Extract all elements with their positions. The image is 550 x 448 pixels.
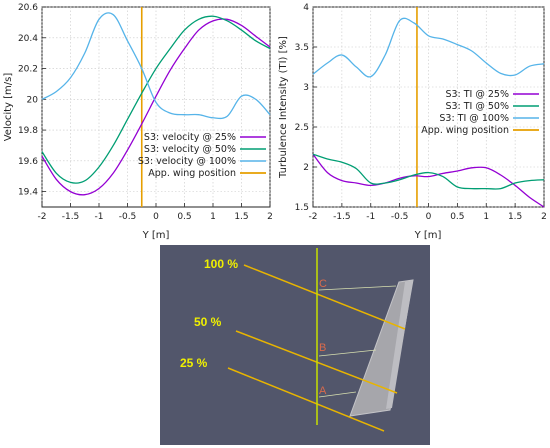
label-100: 100 % (204, 257, 238, 271)
x-tick-label: 1.5 (234, 212, 248, 222)
wing-highlight (386, 280, 413, 409)
x-axis-label: Y [m] (414, 230, 442, 241)
x-axis-label: Y [m] (142, 230, 170, 241)
y-tick-label: 19.4 (18, 188, 38, 198)
y-ticks: 19.4 19.6 19.8 20 20.2 20.4 20.6 (18, 3, 46, 198)
x-tick-label: -1.5 (333, 212, 351, 222)
legend-label: S3: velocity @ 100% (138, 156, 236, 167)
wing-scene: 100 % 50 % 25 % C B A (160, 245, 430, 445)
x-tick-label: 1 (483, 212, 489, 222)
legend-label: S3: velocity @ 50% (144, 144, 236, 155)
x-tick-label: 2 (267, 212, 273, 222)
y-tick-label: 4 (303, 3, 309, 13)
x-tick-label: -1 (95, 212, 104, 222)
series-line-1 (41, 15, 271, 184)
y-tick-label: 1.5 (295, 203, 309, 213)
legend-label: S3: velocity @ 25% (144, 132, 236, 143)
grid (41, 6, 271, 207)
series-line-2 (312, 17, 545, 78)
y-tick-label: 2.5 (295, 123, 309, 133)
x-tick-label: 0.5 (177, 212, 191, 222)
legend-label: S3: TI @ 50% (445, 101, 509, 112)
series-line-0 (312, 153, 545, 208)
x-tick-label: -1.5 (62, 212, 80, 222)
y-tick-label: 20.6 (18, 3, 38, 13)
connector-b (318, 349, 377, 357)
y-ticks: 1.5 2 2.5 3 3.5 4 (295, 3, 317, 213)
legend-label: S3: TI @ 25% (445, 89, 509, 100)
wing-shape (349, 279, 414, 417)
x-tick-label: 2 (541, 212, 547, 222)
y-tick-label: 19.6 (18, 157, 38, 167)
x-tick-label: -0.5 (119, 212, 137, 222)
legend: S3: velocity @ 25%S3: velocity @ 50%S3: … (138, 132, 266, 179)
x-tick-label: 1.5 (508, 212, 522, 222)
point-a: A (319, 385, 327, 397)
legend-label: App. wing position (421, 125, 509, 136)
legend: S3: TI @ 25%S3: TI @ 50%S3: TI @ 100%App… (421, 89, 539, 136)
scan-line-25 (227, 367, 385, 432)
point-b: B (319, 342, 326, 354)
series-line-1 (312, 153, 545, 190)
connector-c (318, 285, 397, 291)
x-ticks: -2 -1.5 -1 -0.5 0 0.5 1 1.5 2 (309, 203, 547, 222)
x-ticks: -2 -1.5 -1 -0.5 0 0.5 1 1.5 2 (38, 203, 273, 222)
series-line-0 (41, 18, 271, 196)
turbulence-chart: -2 -1.5 -1 -0.5 0 0.5 1 1.5 2 1.5 2 2.5 3 3.5 4 S3: T… (278, 3, 547, 241)
series-lines (312, 7, 545, 208)
label-25: 25 % (180, 356, 208, 370)
x-tick-label: 0.5 (450, 212, 464, 222)
label-50: 50 % (194, 315, 222, 329)
series-lines (41, 7, 271, 207)
velocity-chart: -2 -1.5 -1 -0.5 0 0.5 1 1.5 2 19.4 19.6 19.8 20 20.2… (3, 3, 273, 241)
x-tick-label: 0 (426, 212, 432, 222)
x-tick-label: -1 (366, 212, 375, 222)
y-axis-label: Velocity [m/s] (3, 73, 14, 142)
x-tick-label: -2 (38, 212, 47, 222)
point-c: C (319, 278, 327, 290)
connector-a (318, 391, 357, 398)
series-line-2 (41, 12, 271, 120)
x-tick-label: 0 (153, 212, 159, 222)
y-tick-label: 3 (303, 83, 309, 93)
y-tick-label: 3.5 (295, 43, 309, 53)
y-tick-label: 20.2 (18, 65, 38, 75)
y-tick-label: 20.4 (18, 34, 38, 44)
y-tick-label: 2 (303, 163, 309, 173)
legend-label: S3: TI @ 100% (439, 113, 509, 124)
x-tick-label: -2 (309, 212, 318, 222)
x-tick-label: 1 (210, 212, 216, 222)
x-tick-label: -0.5 (391, 212, 409, 222)
grid (312, 6, 545, 208)
y-tick-label: 19.8 (18, 126, 38, 136)
scan-line-100 (243, 264, 406, 330)
legend-label: App. wing position (148, 168, 236, 179)
y-tick-label: 20 (27, 95, 39, 105)
y-axis-label: Turbulence Intensity (TI) [%] (278, 36, 289, 179)
